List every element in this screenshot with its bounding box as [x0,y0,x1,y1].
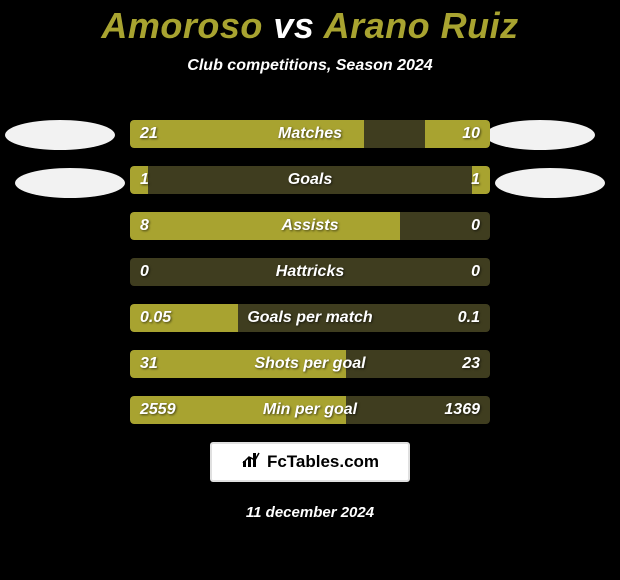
value-left: 1 [140,171,149,189]
row-label: Matches [278,125,342,143]
stat-row: 21 10 Matches [130,120,490,148]
row-label: Hattricks [276,263,344,281]
decor-ellipse [15,168,125,198]
comparison-chart: 21 10 Matches 1 1 Goals 8 0 Assists 0 0 Hattricks 0.… [0,120,620,424]
source-badge[interactable]: FcTables.com [210,442,410,482]
stat-row: 0 0 Hattricks [130,258,490,286]
value-right: 23 [462,355,480,373]
stat-row: 31 23 Shots per goal [130,350,490,378]
stat-row: 0.05 0.1 Goals per match [130,304,490,332]
value-left: 2559 [140,401,176,419]
value-right: 0 [471,263,480,281]
page-root: Amoroso vs Arano Ruiz Club competitions,… [0,0,620,580]
title-left: Amoroso [101,5,263,46]
footer-date: 11 december 2024 [0,504,620,521]
chart-icon [241,451,261,474]
row-label: Min per goal [263,401,357,419]
bar-right [425,120,490,148]
row-label: Assists [282,217,339,235]
stat-row: 2559 1369 Min per goal [130,396,490,424]
stat-row: 8 0 Assists [130,212,490,240]
title-right: Arano Ruiz [324,5,519,46]
value-left: 31 [140,355,158,373]
row-label: Goals per match [247,309,372,327]
value-right: 0.1 [458,309,480,327]
title-vs: vs [263,5,324,46]
value-right: 1369 [444,401,480,419]
value-left: 0 [140,263,149,281]
badge-text: FcTables.com [267,452,379,472]
page-title: Amoroso vs Arano Ruiz [0,0,620,47]
bar-left [130,212,400,240]
decor-ellipse [5,120,115,150]
value-left: 8 [140,217,149,235]
value-right: 1 [471,171,480,189]
value-right: 10 [462,125,480,143]
value-right: 0 [471,217,480,235]
stat-row: 1 1 Goals [130,166,490,194]
value-left: 0.05 [140,309,171,327]
subtitle: Club competitions, Season 2024 [0,57,620,75]
decor-ellipse [485,120,595,150]
decor-ellipse [495,168,605,198]
row-label: Shots per goal [254,355,365,373]
rows-container: 21 10 Matches 1 1 Goals 8 0 Assists 0 0 Hattricks 0.… [0,120,620,424]
value-left: 21 [140,125,158,143]
row-label: Goals [288,171,332,189]
